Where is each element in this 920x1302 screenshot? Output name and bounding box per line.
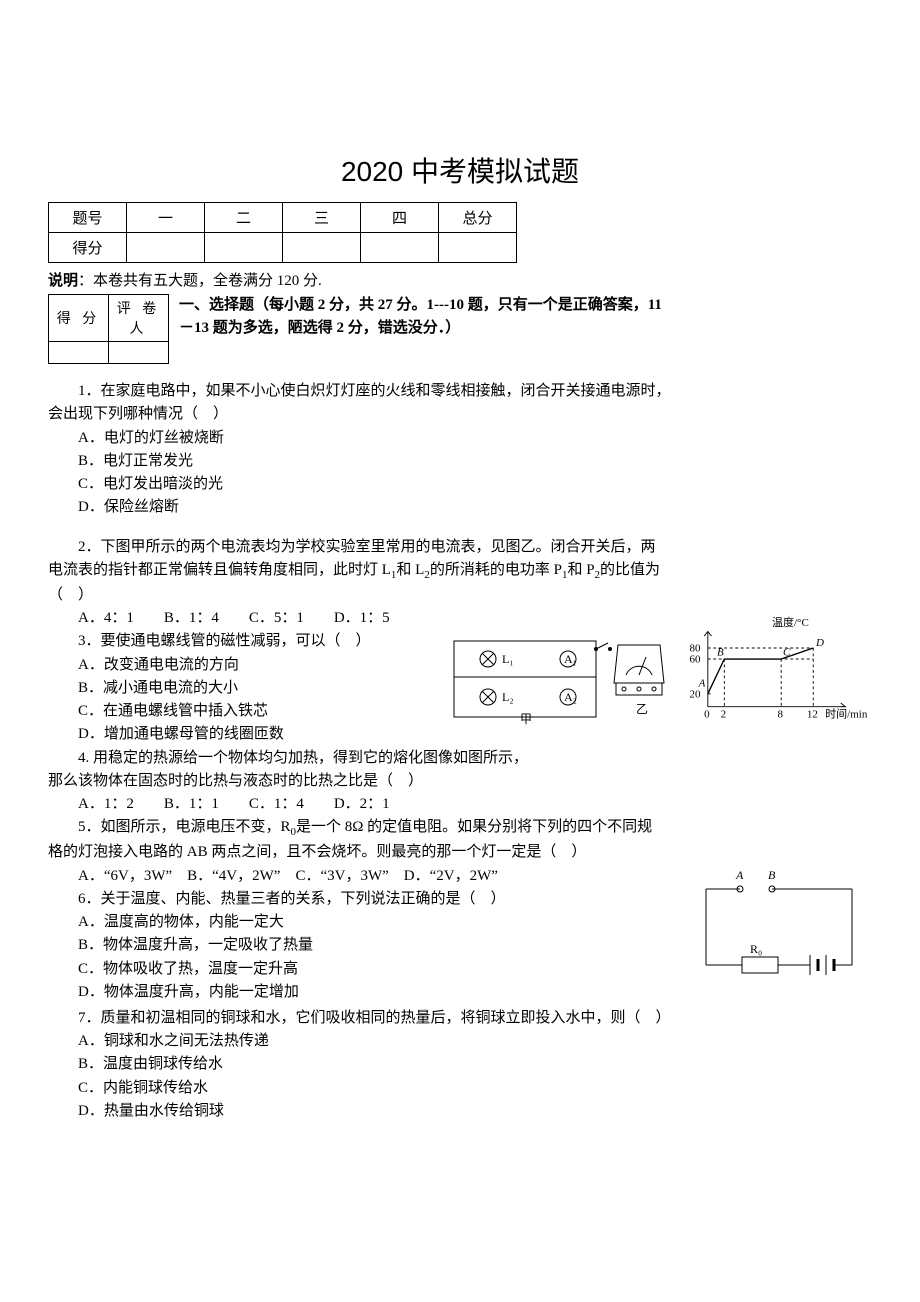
table-row	[49, 342, 169, 364]
grader-label: 评 卷 人	[109, 295, 169, 342]
q2-stem: （ ）	[48, 584, 872, 607]
label-R0: R₀	[750, 942, 762, 956]
text: 和 L	[396, 562, 424, 578]
cell-blank	[283, 233, 361, 263]
pt-C: C	[783, 646, 791, 658]
row-label: 题号	[49, 203, 127, 233]
cell-blank	[439, 233, 517, 263]
circuit-svg-b: A B R₀	[692, 865, 872, 995]
label-A2: A₂	[564, 690, 577, 704]
xtick: 0	[704, 709, 710, 721]
q7-option-d: D．热量由水传给铜球	[48, 1100, 872, 1123]
col-header: 二	[205, 203, 283, 233]
ytick: 20	[690, 689, 702, 701]
figure-circuit-b: A B R₀	[692, 865, 872, 1003]
table-row: 得 分 评 卷 人	[49, 295, 169, 342]
pt-B: B	[717, 646, 724, 658]
q7-stem: 7．质量和初温相同的铜球和水，它们吸收相同的热量后，将铜球立即投入水中，则（ ）	[48, 1007, 872, 1030]
page-title: 2020 中考模拟试题	[48, 150, 872, 190]
text: 电流表的指针都正常偏转且偏转角度相同，此时灯 L	[48, 562, 391, 578]
section-1-heading: 一、选择题（每小题 2 分，共 27 分。1---10 题，只有一个是正确答案，…	[179, 294, 872, 339]
figure-circuit-jia-yi: L₁ A₁ L₂ A₂ 甲 乙 温度/°C	[448, 607, 872, 733]
q1-option-b: B．电灯正常发光	[48, 450, 872, 473]
cell-blank	[127, 233, 205, 263]
section-header-row: 得 分 评 卷 人 一、选择题（每小题 2 分，共 27 分。1---10 题，…	[48, 294, 872, 364]
q5-stem: 格的灯泡接入电路的 AB 两点之间，且不会烧坏。则最亮的那一个灯一定是（ ）	[48, 841, 872, 864]
header-score-table: 题号 一 二 三 四 总分 得分	[48, 202, 517, 263]
exam-note: 说明：本卷共有五大题，全卷满分 120 分.	[48, 269, 872, 290]
label-jia: 甲	[520, 712, 532, 725]
heading-line-2: －13 题为多选，陋选得 2 分，错选没分．）	[179, 320, 460, 336]
table-row: 题号 一 二 三 四 总分	[49, 203, 517, 233]
table-row: 得分	[49, 233, 517, 263]
xtick: 12	[807, 709, 818, 721]
cell-blank	[49, 342, 109, 364]
col-header: 总分	[439, 203, 517, 233]
xtick: 8	[778, 709, 784, 721]
text: 5．如图所示，电源电压不变，R	[78, 819, 291, 835]
row-label: 得分	[49, 233, 127, 263]
grader-score-table: 得 分 评 卷 人	[48, 294, 169, 364]
q1-option-c: C．电灯发出暗淡的光	[48, 473, 872, 496]
text: 和 P	[567, 562, 594, 578]
q7-option-b: B．温度由铜球传给水	[48, 1053, 872, 1076]
q4-stem: 那么该物体在固态时的比热与液态时的比热之比是（ ）	[48, 770, 872, 793]
cell-blank	[205, 233, 283, 263]
cell-blank	[109, 342, 169, 364]
text: 是一个 8Ω 的定值电阻。如果分别将下列的四个不同规	[296, 819, 652, 835]
ylabel: 温度/°C	[772, 615, 809, 629]
note-text: ：本卷共有五大题，全卷满分 120 分.	[78, 273, 322, 289]
label-L1: L₁	[502, 652, 514, 666]
col-header: 三	[283, 203, 361, 233]
q4-stem: 4. 用稳定的热源给一个物体均匀加热，得到它的熔化图像如图所示，	[48, 747, 872, 770]
heading-line-1: 一、选择题（每小题 2 分，共 27 分。1---10 题，只有一个是正确答案，…	[179, 297, 662, 313]
xlabel: 时间/min	[825, 708, 868, 721]
q1-option-d: D．保险丝熔断	[48, 496, 872, 519]
cell-blank	[361, 233, 439, 263]
col-header: 一	[127, 203, 205, 233]
q4-options: A．1：2 B．1：1 C．1：4 D．2：1	[48, 793, 872, 816]
xtick: 2	[721, 709, 727, 721]
question-1: 1．在家庭电路中，如果不小心使白炽灯灯座的火线和零线相接触，闭合开关接通电源时，…	[48, 380, 872, 520]
label-A1: A₁	[564, 652, 577, 666]
q2-stem: 2．下图甲所示的两个电流表均为学校实验室里常用的电流表，见图乙。闭合开关后，两	[48, 536, 872, 559]
label-yi: 乙	[636, 702, 648, 716]
q7-option-a: A．铜球和水之间无法热传递	[48, 1030, 872, 1053]
text: 的所消耗的电功率 P	[430, 562, 562, 578]
q1-stem: 1．在家庭电路中，如果不小心使白炽灯灯座的火线和零线相接触，闭合开关接通电源时，	[48, 380, 872, 403]
score-label: 得 分	[49, 295, 109, 342]
q7-option-c: C．内能铜球传给水	[48, 1077, 872, 1100]
question-group-5-7: 5．如图所示，电源电压不变，R0是一个 8Ω 的定值电阻。如果分别将下列的四个不…	[48, 816, 872, 1123]
note-bold: 说明	[48, 273, 78, 289]
label-A: A	[735, 868, 744, 882]
label-B: B	[768, 868, 776, 882]
q1-stem: 会出现下列哪种情况（ ）	[48, 403, 872, 426]
circuit-svg-a: L₁ A₁ L₂ A₂ 甲 乙	[448, 635, 668, 725]
question-group-2-4: 2．下图甲所示的两个电流表均为学校实验室里常用的电流表，见图乙。闭合开关后，两 …	[48, 536, 872, 817]
label-L2: L₂	[502, 690, 514, 704]
ytick: 60	[690, 654, 702, 666]
q2-stem: 电流表的指针都正常偏转且偏转角度相同，此时灯 L1和 L2的所消耗的电功率 P1…	[48, 559, 872, 584]
q5-stem: 5．如图所示，电源电压不变，R0是一个 8Ω 的定值电阻。如果分别将下列的四个不…	[48, 816, 872, 841]
col-header: 四	[361, 203, 439, 233]
q1-option-a: A．电灯的灯丝被烧断	[48, 427, 872, 450]
temp-chart-svg: 温度/°C 80 60 20 A B C D 0 2 8 12 时间/mi	[672, 615, 872, 725]
text: 的比值为	[600, 562, 660, 578]
pt-D: D	[815, 637, 824, 649]
pt-A: A	[698, 678, 706, 690]
